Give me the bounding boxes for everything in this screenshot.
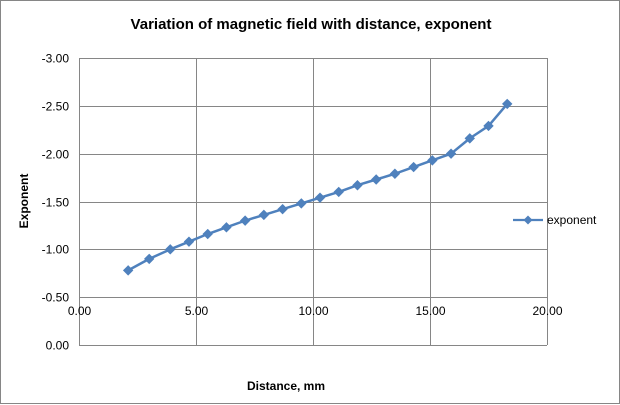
y-tick-label: -2.50 — [42, 100, 70, 114]
x-tick-label: 20.00 — [532, 304, 562, 318]
data-point — [389, 168, 401, 179]
data-point — [464, 133, 475, 144]
legend: exponent — [513, 213, 597, 227]
legend-marker — [523, 215, 533, 225]
data-point — [239, 215, 251, 226]
y-tick-label: 0.00 — [46, 339, 70, 353]
data-point — [277, 203, 288, 215]
legend-label: exponent — [547, 213, 597, 227]
y-tick-label: -3.00 — [42, 52, 70, 66]
data-point — [165, 244, 176, 255]
data-point — [258, 209, 270, 221]
data-point — [143, 253, 155, 265]
data-point — [408, 161, 419, 173]
y-axis-label: Exponent — [17, 174, 31, 229]
data-point — [352, 180, 363, 191]
x-tick-label: 10.00 — [298, 304, 328, 318]
x-axis-label: Distance, mm — [247, 379, 325, 393]
data-point — [445, 148, 457, 159]
y-axis-ticks: 0.00 -0.50 -1.00 -1.50 -2.00 -2.50 -3.00 — [42, 52, 70, 353]
data-point — [427, 155, 438, 166]
chart-title: Variation of magnetic field with distanc… — [131, 16, 492, 33]
data-point — [296, 198, 307, 209]
data-point — [202, 228, 213, 240]
x-tick-label: 15.00 — [415, 304, 445, 318]
gridlines — [79, 58, 548, 346]
y-tick-label: -1.00 — [42, 243, 70, 257]
x-axis-ticks: 0.00 5.00 10.00 15.00 20.00 — [68, 297, 563, 318]
series-line — [127, 103, 509, 272]
x-tick-label: 0.00 — [68, 304, 92, 318]
y-tick-label: -0.50 — [42, 291, 70, 305]
data-point — [221, 222, 232, 233]
y-tick-label: -1.50 — [42, 196, 70, 210]
data-point — [370, 174, 382, 185]
x-tick-label: 5.00 — [185, 304, 209, 318]
data-point — [502, 98, 513, 110]
series-layer — [122, 98, 513, 276]
data-point — [483, 120, 494, 132]
y-tick-label: -2.00 — [42, 148, 70, 162]
data-point — [122, 265, 134, 276]
data-point — [314, 192, 326, 203]
data-point — [333, 186, 344, 198]
data-point — [183, 236, 195, 247]
